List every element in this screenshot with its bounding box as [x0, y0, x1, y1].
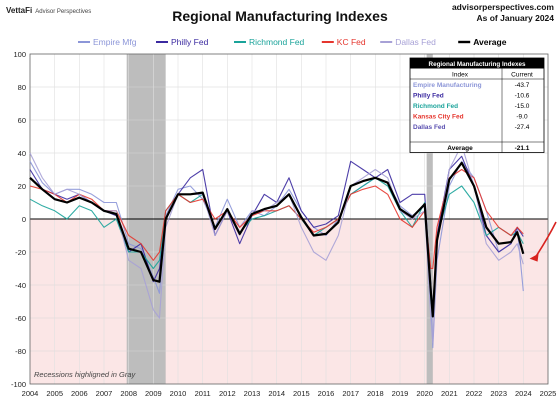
table-title: Regional Manufacturing Indexes — [429, 61, 526, 68]
x-tick-label: 2009 — [145, 389, 162, 398]
plot-border — [29, 53, 549, 385]
table-row-current: -10.6 — [515, 92, 530, 99]
brand-name: VettaFi — [6, 6, 33, 15]
table-row-current: -43.7 — [515, 82, 530, 89]
series-line-average — [29, 161, 525, 318]
x-tick-label: 2017 — [342, 389, 359, 398]
table-row-current: -15.0 — [515, 103, 530, 110]
y-tick-label: -100 — [11, 380, 26, 389]
x-tick-label: 2018 — [367, 389, 384, 398]
x-tick-label: 2008 — [120, 389, 137, 398]
y-tick-label: 60 — [18, 116, 26, 125]
table-frame — [409, 57, 545, 153]
x-tick-label: 2024 — [515, 389, 532, 398]
table-row-index: Richmond Fed — [413, 103, 458, 110]
table-row-index: Empire Manufacturing — [413, 82, 482, 89]
x-tick-label: 2025 — [540, 389, 557, 398]
legend-label-empire: Empire Mfg — [93, 37, 137, 47]
table-row-current: -9.0 — [516, 113, 528, 120]
as-of-date: As of January 2024 — [476, 13, 554, 23]
table-row-index: Philly Fed — [413, 92, 444, 99]
x-tick-label: 2013 — [244, 389, 261, 398]
x-tick-label: 2004 — [22, 389, 39, 398]
table-row-current: -21.1 — [515, 145, 530, 152]
brand-subtitle: Advisor Perspectives — [35, 9, 92, 15]
recession-note: Recessions highligned in Gray — [34, 370, 137, 379]
chart-title: Regional Manufacturing Indexes — [172, 8, 388, 24]
source-info: advisorperspectives.com As of January 20… — [452, 2, 554, 24]
x-tick-label: 2016 — [318, 389, 335, 398]
annotation-arrowhead — [529, 253, 539, 262]
x-tick-label: 2019 — [392, 389, 409, 398]
legend-label-kc: KC Fed — [337, 37, 366, 47]
legend-label-average: Average — [473, 37, 507, 47]
x-tick-label: 2021 — [441, 389, 458, 398]
y-tick-label: -40 — [15, 281, 26, 290]
brand-logo: VettaFi Advisor Perspectives — [6, 6, 91, 15]
x-tick-label: 2014 — [268, 389, 285, 398]
table-row-index: Average — [447, 145, 473, 152]
x-tick-label: 2007 — [96, 389, 113, 398]
x-tick-label: 2006 — [71, 389, 88, 398]
y-tick-label: -80 — [15, 347, 26, 356]
y-tick-label: 100 — [13, 50, 26, 59]
y-tick-label: 0 — [22, 215, 26, 224]
table-row-current: -27.4 — [515, 124, 530, 131]
x-tick-label: 2015 — [293, 389, 310, 398]
legend-label-richmond: Richmond Fed — [249, 37, 305, 47]
y-tick-label: 40 — [18, 149, 26, 158]
table-row-index: Dallas Fed — [413, 124, 446, 131]
x-tick-label: 2023 — [490, 389, 507, 398]
table-title-bg — [410, 58, 544, 69]
table-row-index: Kansas City Fed — [413, 113, 464, 120]
source-site: advisorperspectives.com — [451, 2, 554, 12]
series-line-empire — [29, 160, 524, 349]
current-values-table: Regional Manufacturing Indexes Index Curre… — [409, 57, 545, 153]
x-tick-label: 2012 — [219, 389, 236, 398]
table-header-current: Current — [511, 71, 533, 78]
x-tick-label: 2020 — [416, 389, 433, 398]
legend: Empire Mfg Philly Fed Richmond Fed KC Fed Da… — [78, 37, 507, 47]
y-tick-label: 20 — [18, 182, 26, 191]
y-tick-label: 80 — [18, 83, 26, 92]
table-header-index: Index — [452, 71, 469, 78]
x-tick-label: 2011 — [195, 389, 211, 398]
x-tick-label: 2005 — [46, 389, 63, 398]
y-tick-label: -60 — [15, 314, 26, 323]
x-tick-label: 2010 — [170, 389, 187, 398]
x-tick-label: 2022 — [466, 389, 483, 398]
negative-zone — [30, 219, 548, 384]
legend-label-dallas: Dallas Fed — [395, 37, 436, 47]
legend-label-philly: Philly Fed — [171, 37, 209, 47]
y-tick-label: -20 — [15, 248, 26, 257]
